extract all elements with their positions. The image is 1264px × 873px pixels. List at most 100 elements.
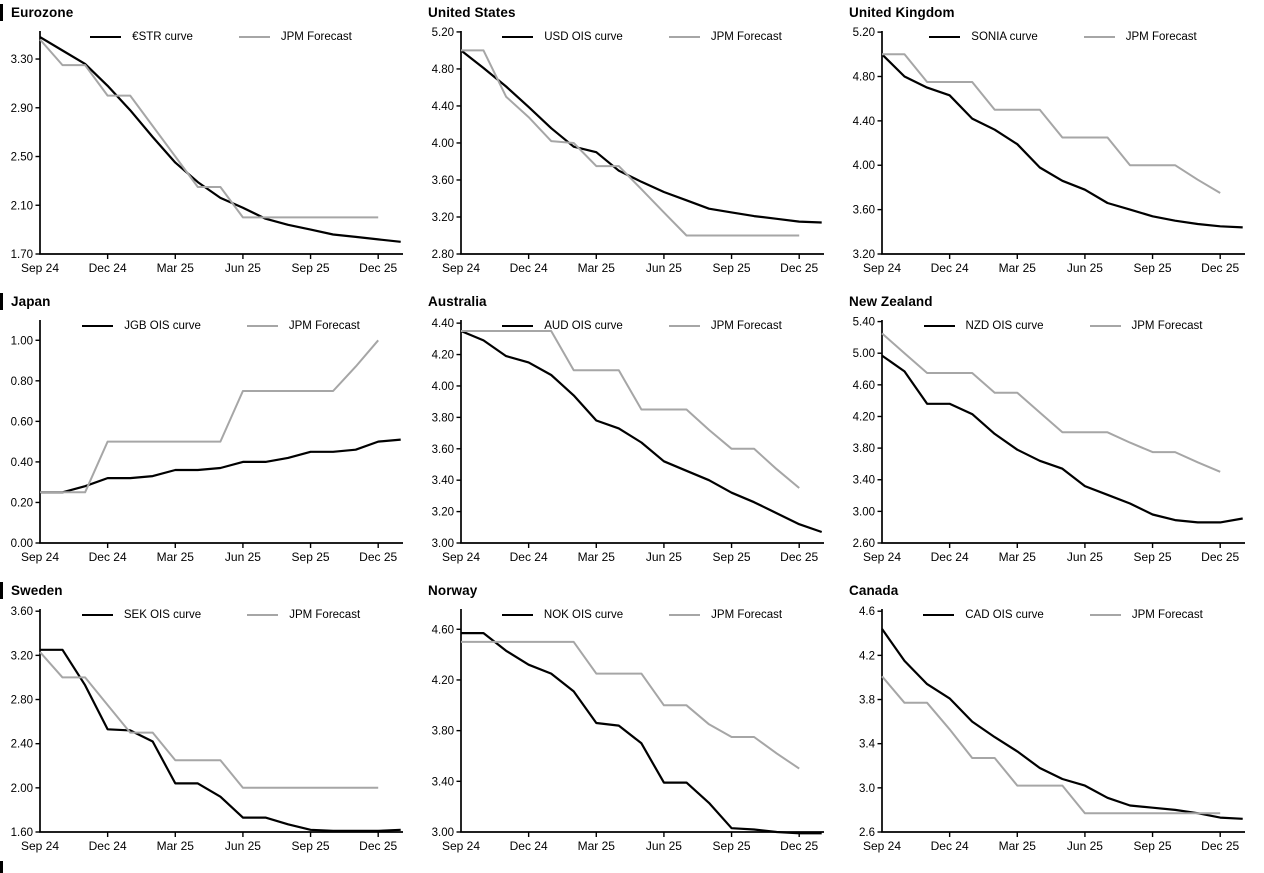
svg-text:Dec 25: Dec 25 [1201,550,1239,564]
chart-title: United Kingdom [849,4,955,20]
svg-text:1.70: 1.70 [11,249,33,261]
svg-text:Mar 25: Mar 25 [157,550,195,564]
svg-text:Sep 24: Sep 24 [442,261,480,275]
svg-text:3.20: 3.20 [432,507,454,519]
svg-text:2.60: 2.60 [853,538,875,550]
chart-title: Australia [428,293,487,309]
svg-text:2.80: 2.80 [11,695,33,707]
svg-text:Mar 25: Mar 25 [157,839,195,853]
svg-text:3.20: 3.20 [853,249,875,261]
svg-text:Dec 25: Dec 25 [1201,839,1239,853]
svg-text:Mar 25: Mar 25 [578,261,616,275]
svg-text:0.60: 0.60 [11,416,33,428]
svg-text:3.80: 3.80 [853,443,875,455]
chart-title-row: Australia [421,291,842,311]
line-chart: 2.6 3.0 3.4 3.8 4.2 4.6 Sep 24 Dec 24 Mar 25 Jun … [859,606,1245,853]
chart-cell-new-zealand: New Zealand NZD OIS curve JPM Forecast 2… [842,289,1264,578]
svg-text:3.0: 3.0 [859,783,875,795]
chart-title-row: Eurozone [0,2,421,22]
svg-text:1.00: 1.00 [11,335,33,347]
chart-title-row: Sweden [0,580,421,600]
svg-text:Dec 24: Dec 24 [89,261,127,275]
svg-text:Mar 25: Mar 25 [157,261,195,275]
svg-text:Sep 24: Sep 24 [442,839,480,853]
svg-text:Sep 25: Sep 25 [1134,261,1172,275]
chart-title: United States [428,4,516,20]
svg-text:4.40: 4.40 [853,116,875,128]
svg-text:Dec 24: Dec 24 [931,550,969,564]
svg-text:Sep 24: Sep 24 [863,839,901,853]
svg-text:3.20: 3.20 [11,650,33,662]
chart-cell-canada: Canada CAD OIS curve JPM Forecast 2.6 3.0… [842,578,1264,873]
svg-text:Dec 25: Dec 25 [780,550,818,564]
svg-text:4.60: 4.60 [853,380,875,392]
svg-text:Jun 25: Jun 25 [646,839,682,853]
svg-text:0.80: 0.80 [11,376,33,388]
svg-text:5.20: 5.20 [853,27,875,39]
svg-text:4.40: 4.40 [432,101,454,113]
svg-text:Dec 24: Dec 24 [89,839,127,853]
chart-cell-united-states: United States USD OIS curve JPM Forecast… [421,0,842,289]
svg-text:Jun 25: Jun 25 [1067,839,1103,853]
svg-text:3.80: 3.80 [432,412,454,424]
svg-text:4.40: 4.40 [432,318,454,330]
svg-text:4.2: 4.2 [859,650,875,662]
chart-title: Sweden [11,582,63,598]
svg-text:Dec 25: Dec 25 [359,550,397,564]
chart-title-row: Canada [842,580,1264,600]
svg-text:3.00: 3.00 [853,506,875,518]
chart-cell-norway: Norway NOK OIS curve JPM Forecast 3.00 3.… [421,578,842,873]
svg-text:Sep 25: Sep 25 [292,550,330,564]
svg-text:Dec 24: Dec 24 [510,839,548,853]
chart-cell-japan: Japan JGB OIS curve JPM Forecast 0.00 0.2… [0,289,421,578]
svg-text:Dec 25: Dec 25 [780,839,818,853]
svg-text:3.60: 3.60 [853,205,875,217]
svg-text:4.20: 4.20 [432,350,454,362]
svg-text:3.60: 3.60 [432,175,454,187]
svg-text:Sep 25: Sep 25 [713,261,751,275]
line-chart: 3.20 3.60 4.00 4.40 4.80 5.20 Sep 24 Dec 24 Mar … [853,27,1245,275]
svg-text:2.00: 2.00 [11,783,33,795]
chart-cell-australia: Australia AUD OIS curve JPM Forecast 3.0… [421,289,842,578]
svg-text:3.80: 3.80 [432,726,454,738]
chart-title: Canada [849,582,899,598]
svg-text:3.8: 3.8 [859,695,875,707]
chart-title: Norway [428,582,478,598]
svg-text:4.20: 4.20 [853,411,875,423]
svg-text:Sep 25: Sep 25 [1134,839,1172,853]
chart-title-row: New Zealand [842,291,1264,311]
chart-title: Eurozone [11,4,74,20]
svg-text:4.6: 4.6 [859,606,875,618]
svg-text:0.20: 0.20 [11,497,33,509]
svg-text:Dec 24: Dec 24 [89,550,127,564]
chart-cell-united-kingdom: United Kingdom SONIA curve JPM Forecast … [842,0,1264,289]
svg-text:0.40: 0.40 [11,457,33,469]
svg-text:Dec 25: Dec 25 [359,261,397,275]
svg-text:Mar 25: Mar 25 [999,839,1037,853]
svg-text:Sep 24: Sep 24 [442,550,480,564]
chart-cell-eurozone: Eurozone €STR curve JPM Forecast 1.70 2.1… [0,0,421,289]
svg-text:2.50: 2.50 [11,152,33,164]
svg-text:4.80: 4.80 [853,71,875,83]
svg-text:2.6: 2.6 [859,827,875,839]
svg-text:Sep 24: Sep 24 [21,839,59,853]
svg-text:Sep 24: Sep 24 [21,550,59,564]
svg-text:1.60: 1.60 [11,827,33,839]
svg-text:Mar 25: Mar 25 [578,839,616,853]
svg-text:Jun 25: Jun 25 [225,550,261,564]
line-chart: 3.00 3.40 3.80 4.20 4.60 Sep 24 Dec 24 Mar 25 Ju… [432,609,824,853]
svg-text:4.00: 4.00 [432,138,454,150]
svg-text:3.00: 3.00 [432,827,454,839]
svg-text:Mar 25: Mar 25 [578,550,616,564]
chart-title-row: United States [421,2,842,22]
svg-text:Dec 24: Dec 24 [510,261,548,275]
chart-title-row: Norway [421,580,842,600]
svg-text:Sep 25: Sep 25 [713,550,751,564]
svg-text:Jun 25: Jun 25 [646,261,682,275]
svg-text:Sep 25: Sep 25 [713,839,751,853]
svg-text:Jun 25: Jun 25 [646,550,682,564]
svg-text:Sep 24: Sep 24 [21,261,59,275]
section-edge-bar [0,292,3,310]
svg-text:Dec 25: Dec 25 [780,261,818,275]
